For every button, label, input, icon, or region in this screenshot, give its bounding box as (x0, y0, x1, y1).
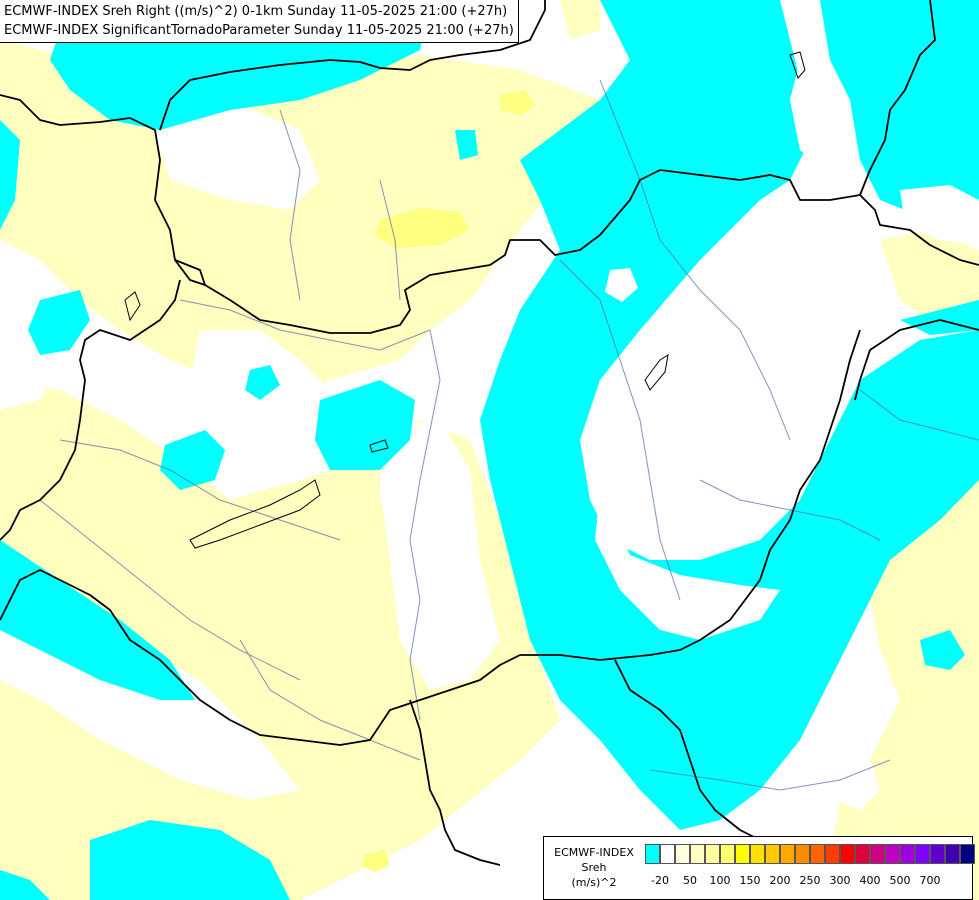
legend-tick-label: 50 (683, 874, 697, 887)
legend-swatch (945, 844, 960, 864)
legend-swatch (840, 844, 855, 864)
legend-tick-label: -20 (651, 874, 669, 887)
legend-tick-label: 500 (889, 874, 911, 887)
legend-swatch (750, 844, 765, 864)
legend-ticks: -20 50 100 150 200 250 300 400 500 700 (645, 874, 965, 890)
legend-tick-label: 100 (709, 874, 731, 887)
legend-swatch (765, 844, 780, 864)
legend-swatch (870, 844, 885, 864)
legend-tick-label: 700 (919, 874, 941, 887)
legend-source: ECMWF-INDEX (554, 846, 634, 859)
bright-yellow-spots (362, 90, 535, 872)
legend-swatch (885, 844, 900, 864)
legend-swatch (660, 844, 675, 864)
legend-title: ECMWF-INDEX Sreh (m/s)^2 (548, 845, 640, 890)
legend-variable: Sreh (581, 861, 607, 874)
legend-tick-label: 250 (799, 874, 821, 887)
color-legend: ECMWF-INDEX Sreh (m/s)^2 -20 50 100 150 200 2… (543, 836, 975, 900)
country-borders (0, 0, 979, 866)
rivers (39, 79, 979, 791)
legend-tick-label: 300 (829, 874, 851, 887)
legend-swatch (735, 844, 750, 864)
legend-tick-label: 400 (859, 874, 881, 887)
legend-swatches (645, 844, 975, 866)
legend-swatch (825, 844, 840, 864)
legend-swatch (720, 844, 735, 864)
legend-swatch (960, 844, 975, 864)
legend-unit: (m/s)^2 (571, 876, 617, 889)
title-line-2: ECMWF-INDEX SignificantTornadoParameter … (4, 23, 514, 38)
legend-swatch (930, 844, 945, 864)
legend-swatch (810, 844, 825, 864)
legend-swatch (915, 844, 930, 864)
map-title: ECMWF-INDEX Sreh Right ((m/s)^2) 0-1km S… (0, 0, 519, 43)
title-line-1: ECMWF-INDEX Sreh Right ((m/s)^2) 0-1km S… (4, 4, 508, 19)
legend-swatch (705, 844, 720, 864)
legend-swatch (645, 844, 660, 864)
legend-swatch (780, 844, 795, 864)
legend-swatch (900, 844, 915, 864)
legend-swatch (855, 844, 870, 864)
legend-swatch (675, 844, 690, 864)
lakes (124, 51, 806, 549)
legend-tick-label: 200 (769, 874, 791, 887)
legend-swatch (690, 844, 705, 864)
legend-tick-label: 150 (739, 874, 761, 887)
legend-swatch (795, 844, 810, 864)
